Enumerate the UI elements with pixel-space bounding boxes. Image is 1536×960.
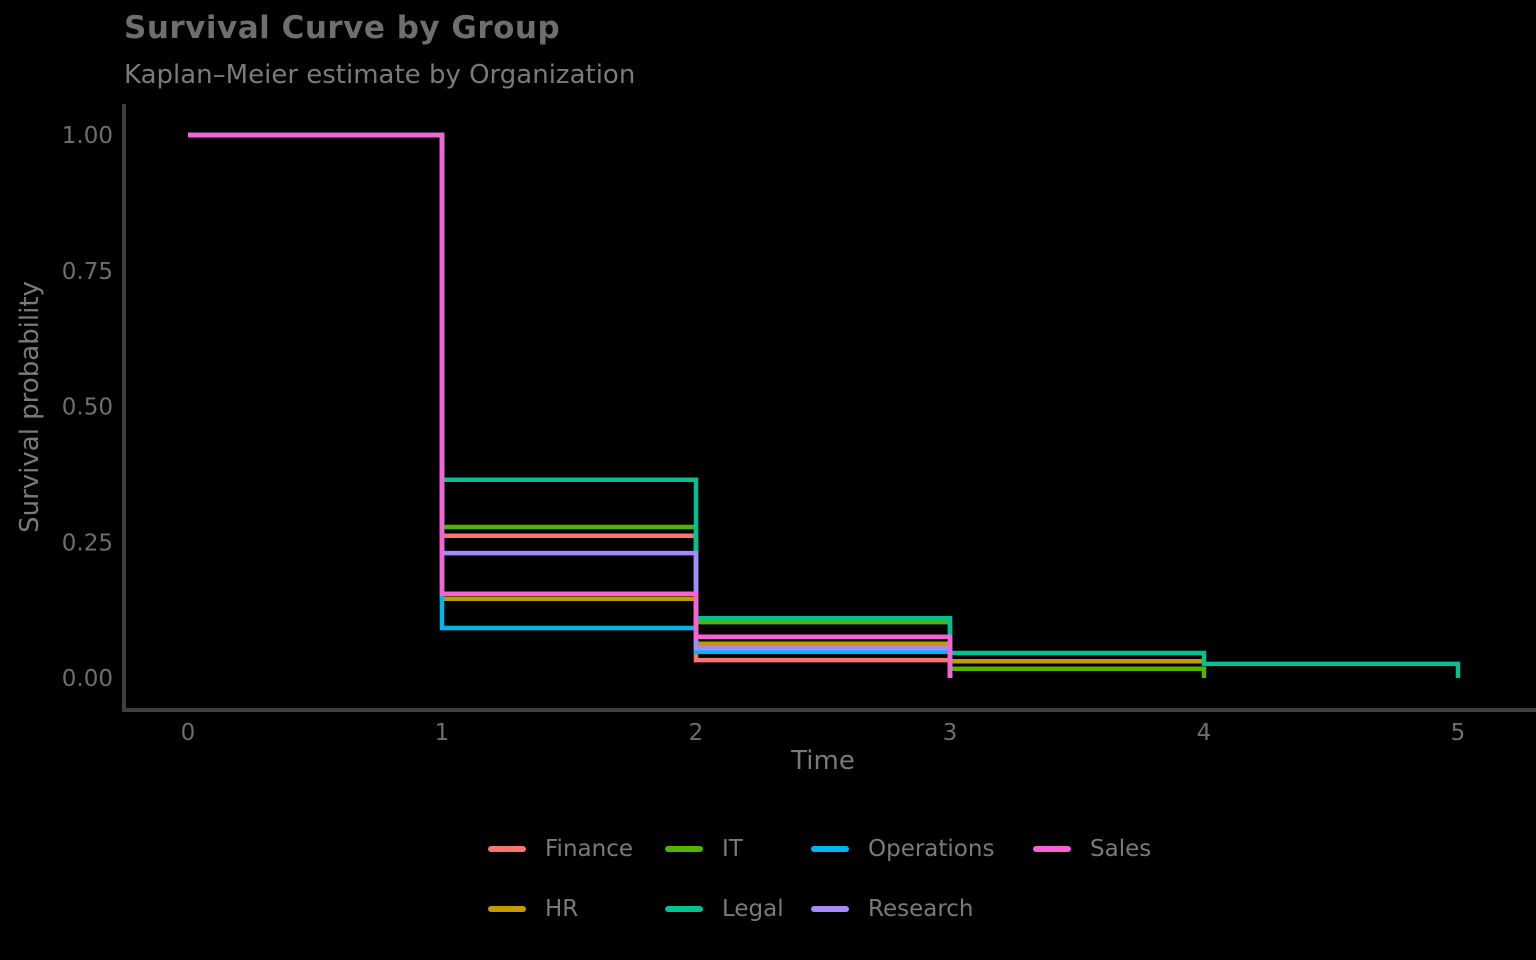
chart-subtitle: Kaplan–Meier estimate by Organization [124,60,636,90]
series-line-legal [188,132,1461,678]
series-line-sales [188,132,953,678]
x-tick-label: 3 [943,720,958,746]
x-tick-label: 0 [181,720,196,746]
x-tick-label: 5 [1451,720,1466,746]
x-tick-label: 4 [1197,720,1212,746]
y-tick-label: 0.75 [62,259,113,285]
y-tick-label: 0.50 [62,395,113,421]
y-axis-label: Survival probability [15,281,45,533]
y-tick-label: 0.00 [62,666,113,692]
chart-title: Survival Curve by Group [124,10,561,46]
y-tick-label: 0.25 [62,530,113,556]
x-tick-label: 1 [435,720,450,746]
x-tick-label: 2 [689,720,704,746]
y-tick-label: 1.00 [62,123,113,149]
x-axis-label: Time [791,746,855,776]
